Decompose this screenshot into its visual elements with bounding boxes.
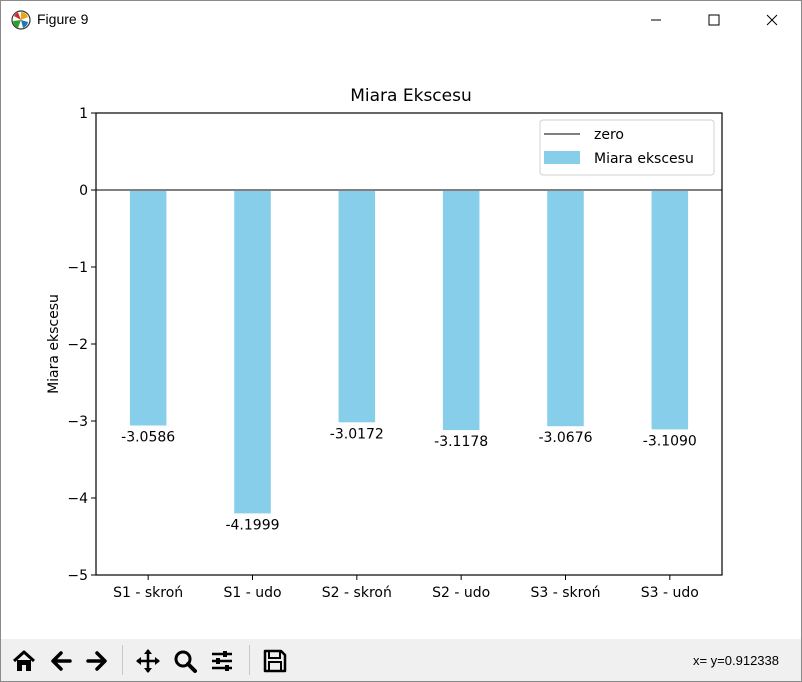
legend-entry-series: Miara ekscesu [594,151,694,167]
toolbar-separator [249,645,250,675]
legend-entry-zero: zero [594,127,624,143]
pan-button[interactable] [131,644,165,678]
pan-icon [136,649,160,673]
bar-value-label: -3.0676 [538,430,592,446]
y-tick-label: 1 [79,106,88,122]
legend: zero Miara ekscesu [539,119,715,176]
y-tick-label: −1 [67,260,88,276]
x-tick-label: S1 - udo [223,585,281,601]
close-button[interactable] [743,1,801,39]
back-button[interactable] [44,644,78,678]
bar-value-label: -3.1178 [434,434,488,450]
legend-box [539,119,715,176]
matplotlib-logo-icon [11,10,31,30]
bar [129,190,167,426]
bar [234,190,271,514]
axes-layer: 1 0 −1 −2 −3 −4 −5 S1 - skroń S1 - udo S2 - skroń… [67,106,723,601]
cursor-coordinates: x= y=0.912338 [692,653,779,668]
forward-arrow-icon [86,651,107,671]
x-tick-label: S2 - udo [432,585,490,601]
bar [651,190,689,430]
zoom-button[interactable] [168,644,202,678]
plot-frame [95,112,723,576]
home-button[interactable] [7,644,41,678]
minimize-button[interactable] [627,1,685,39]
y-tick-label: 0 [79,183,88,199]
y-axis-label: Miara ekscesu [46,294,62,394]
bar [442,190,480,431]
maximize-button[interactable] [685,1,743,39]
maximize-icon [708,14,720,26]
y-tick-label: −3 [67,414,88,430]
navigation-toolbar: x= y=0.912338 [1,639,801,681]
x-tick-label: S1 - skroń [113,585,183,601]
x-tick-label: S3 - udo [641,585,699,601]
window-title: Figure 9 [37,11,89,27]
bar-chart: Miara Ekscesu Miara ekscesu -3.0586 -4.19… [46,86,723,601]
home-icon [12,650,36,671]
title-bar: Figure 9 [1,1,801,39]
bar-value-label: -3.0586 [121,430,175,446]
chart-title: Miara Ekscesu [350,86,472,106]
save-button[interactable] [258,644,292,678]
x-tick-label: S3 - skroń [530,585,600,601]
configure-subplots-icon [212,651,232,671]
bar-value-label: -3.1090 [643,433,697,449]
configure-subplots-button[interactable] [205,644,239,678]
back-arrow-icon [51,651,72,671]
bar-value-label: -3.0172 [330,426,384,442]
toolbar-separator [122,645,123,675]
zoom-icon [174,650,197,673]
bars-layer: -3.0586 -4.1999 -3.0172 -3.1178 -3.0676 -3.10… [121,190,697,533]
bar [338,190,376,423]
y-tick-label: −4 [67,491,88,507]
y-tick-label: −2 [67,337,88,353]
x-tick-label: S2 - skroń [322,585,392,601]
legend-bar-swatch [544,151,580,164]
bar [547,190,584,427]
close-icon [766,14,778,26]
minimize-icon [651,19,661,21]
save-icon [263,649,287,673]
bar-value-label: -4.1999 [225,517,279,533]
y-tick-label: −5 [67,568,88,584]
forward-button[interactable] [80,644,114,678]
figure-canvas: Miara Ekscesu Miara ekscesu -3.0586 -4.19… [1,40,801,638]
